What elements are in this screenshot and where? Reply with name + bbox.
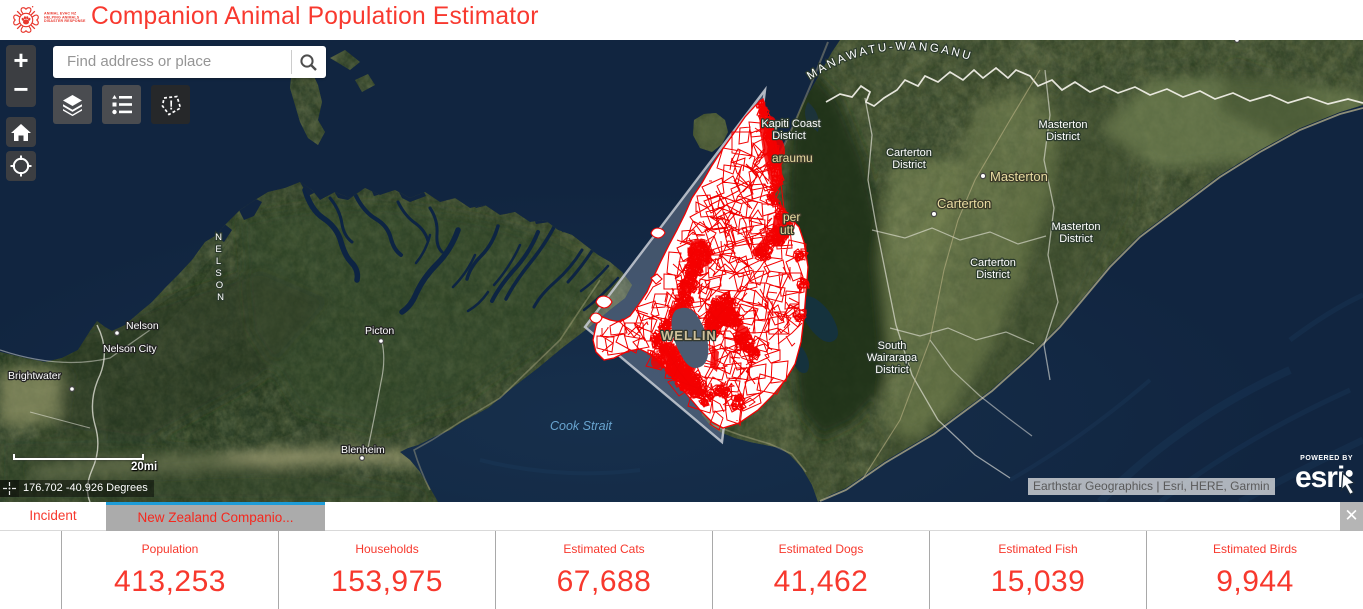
svg-text:araumu: araumu [772, 151, 813, 165]
svg-text:N: N [215, 232, 223, 243]
svg-text:Nelson: Nelson [126, 320, 159, 332]
svg-text:Nelson City: Nelson City [103, 343, 157, 355]
svg-text:District: District [875, 364, 909, 376]
svg-text:Blenheim: Blenheim [341, 444, 385, 456]
svg-text:District: District [976, 269, 1010, 281]
svg-text:Wairarapa: Wairarapa [867, 352, 918, 364]
svg-text:District: District [1059, 233, 1093, 245]
svg-text:per: per [783, 210, 800, 224]
svg-text:utt: utt [780, 223, 794, 237]
svg-text:E: E [215, 244, 222, 255]
svg-text:Kapiti Coast: Kapiti Coast [761, 118, 820, 130]
svg-text:!: ! [169, 99, 173, 113]
svg-text:Masterton: Masterton [1052, 221, 1101, 233]
svg-text:N: N [217, 292, 225, 303]
svg-text:S: S [215, 268, 222, 279]
svg-text:Masterton: Masterton [1039, 119, 1088, 131]
svg-text:Cook Strait: Cook Strait [550, 419, 612, 433]
svg-text:Brightwater: Brightwater [8, 370, 62, 382]
svg-text:District: District [892, 159, 926, 171]
svg-text:Carterton: Carterton [937, 196, 991, 211]
svg-text:District: District [1046, 131, 1080, 143]
svg-text:WELLIN: WELLIN [661, 328, 717, 343]
svg-text:Carterton: Carterton [970, 257, 1016, 269]
svg-text:Picton: Picton [365, 325, 394, 337]
svg-text:Masterton: Masterton [990, 169, 1048, 184]
svg-text:District: District [772, 130, 806, 142]
svg-text:South: South [878, 340, 907, 352]
svg-text:Carterton: Carterton [886, 147, 932, 159]
svg-text:O: O [216, 280, 224, 291]
svg-text:L: L [216, 256, 222, 267]
